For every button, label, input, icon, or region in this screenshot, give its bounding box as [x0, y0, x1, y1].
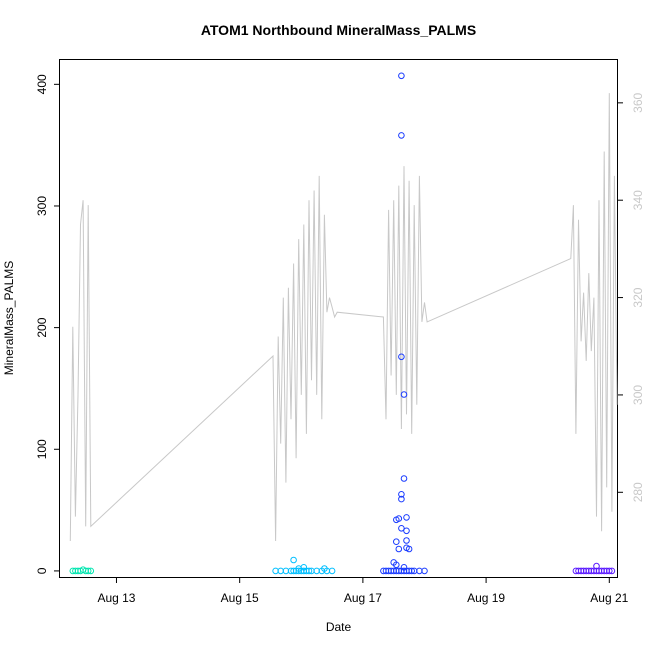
x-tick-label: Aug 19 — [467, 591, 505, 605]
data-point — [305, 567, 313, 575]
data-point — [87, 567, 95, 575]
data-point — [416, 567, 423, 575]
data-point — [403, 514, 410, 521]
y2-tick-label: 300 — [631, 385, 645, 405]
data-point — [421, 567, 428, 575]
data-point — [272, 567, 279, 575]
data-point — [382, 567, 390, 575]
y-axis: 0 100 200 300 400 — [35, 74, 60, 574]
data-point — [608, 567, 616, 575]
data-point — [290, 556, 297, 564]
x-tick-label: Aug 15 — [221, 591, 259, 605]
data-point — [295, 567, 303, 575]
data-point — [313, 567, 321, 575]
data-point — [290, 567, 297, 575]
x-tick-label: Aug 21 — [590, 591, 628, 605]
y-tick-label: 400 — [35, 74, 49, 94]
x-tick-label: Aug 17 — [344, 591, 382, 605]
y2-tick-label: 320 — [631, 287, 645, 307]
data-point — [395, 545, 403, 553]
y-axis-label: MineralMass_PALMS — [2, 261, 16, 375]
series-layer — [69, 72, 618, 575]
data-point — [606, 567, 613, 575]
data-point — [593, 562, 600, 570]
secondary-y-axis: 280 300 320 340 360 — [617, 93, 645, 502]
y2-tick-label: 280 — [631, 482, 645, 502]
data-point — [400, 564, 408, 571]
data-point — [405, 545, 413, 553]
data-point — [385, 567, 392, 575]
data-point — [393, 567, 400, 575]
x-axis: Aug 13 Aug 15 Aug 17 Aug 19 Aug 21 — [97, 577, 629, 605]
data-point — [575, 567, 582, 575]
data-point — [398, 132, 405, 139]
x-tick-label: Aug 13 — [97, 591, 135, 605]
data-point — [408, 567, 416, 575]
data-point — [400, 475, 408, 482]
data-point — [398, 72, 405, 80]
data-point — [405, 567, 413, 575]
y-tick-label: 300 — [35, 196, 49, 216]
chart-title: ATOM1 Northbound MineralMass_PALMS — [201, 22, 476, 38]
data-point — [593, 567, 600, 575]
data-point — [398, 491, 405, 498]
y2-tick-label: 340 — [631, 190, 645, 210]
data-point — [400, 567, 408, 575]
data-point — [398, 495, 405, 503]
data-point — [398, 525, 405, 532]
plot-frame — [59, 59, 618, 578]
data-point — [395, 515, 403, 522]
data-point — [398, 353, 405, 361]
data-point — [393, 538, 400, 546]
data-point — [328, 567, 336, 575]
data-point — [300, 564, 308, 571]
data-point — [403, 527, 410, 535]
data-point — [600, 567, 608, 575]
data-point — [390, 567, 398, 575]
data-point — [84, 567, 92, 575]
y-tick-label: 200 — [35, 317, 49, 337]
data-point — [393, 561, 400, 569]
data-point — [400, 391, 408, 398]
data-point — [282, 567, 290, 575]
y-tick-label: 0 — [35, 567, 49, 574]
x-axis-label: Date — [326, 620, 352, 634]
y-tick-label: 100 — [35, 439, 49, 459]
data-point — [403, 537, 410, 544]
series-line — [69, 93, 618, 542]
data-point — [287, 567, 295, 575]
y2-tick-label: 360 — [631, 93, 645, 113]
data-point — [582, 567, 590, 575]
data-point — [321, 565, 328, 572]
